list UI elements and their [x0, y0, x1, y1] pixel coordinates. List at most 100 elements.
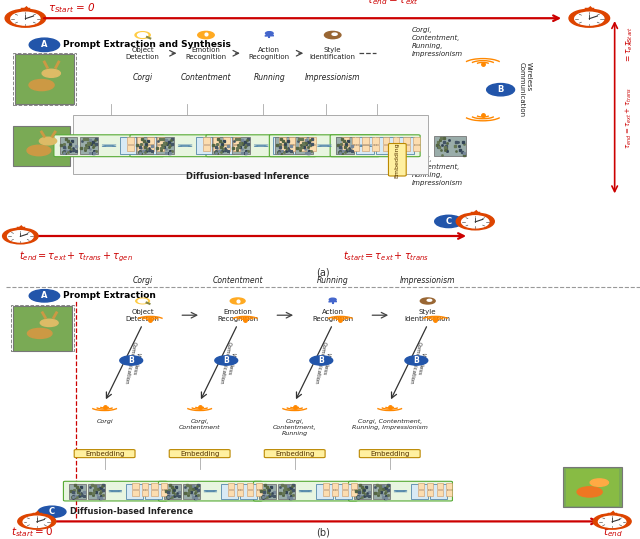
Text: $t_{end}$: $t_{end}$: [604, 526, 623, 539]
FancyBboxPatch shape: [63, 481, 167, 501]
FancyBboxPatch shape: [376, 137, 394, 154]
Text: Emotion
Recognition: Emotion Recognition: [186, 47, 227, 60]
FancyBboxPatch shape: [157, 137, 164, 143]
Circle shape: [456, 213, 494, 230]
FancyBboxPatch shape: [74, 450, 135, 458]
Circle shape: [427, 299, 432, 301]
Polygon shape: [394, 490, 407, 491]
FancyBboxPatch shape: [159, 481, 262, 501]
FancyBboxPatch shape: [15, 54, 74, 104]
FancyBboxPatch shape: [393, 137, 399, 143]
FancyBboxPatch shape: [233, 145, 240, 151]
FancyBboxPatch shape: [196, 137, 214, 154]
Text: $t_{end} = \tau_{ext} + \tau_{trans} + \tau_{gen}$: $t_{end} = \tau_{ext} + \tau_{trans} + \…: [19, 249, 133, 264]
Text: B: B: [223, 356, 229, 365]
FancyBboxPatch shape: [237, 490, 243, 496]
FancyBboxPatch shape: [156, 137, 173, 154]
FancyBboxPatch shape: [126, 483, 143, 499]
Text: Running: Running: [253, 73, 285, 81]
FancyBboxPatch shape: [13, 126, 70, 166]
FancyBboxPatch shape: [279, 137, 285, 143]
Circle shape: [230, 298, 245, 304]
FancyBboxPatch shape: [147, 137, 154, 143]
Polygon shape: [394, 491, 407, 492]
FancyBboxPatch shape: [212, 145, 220, 151]
Text: $\tau_{end} = \tau_{ext}$: $\tau_{end} = \tau_{ext}$: [366, 0, 419, 7]
FancyBboxPatch shape: [309, 145, 316, 151]
Circle shape: [598, 516, 626, 527]
Circle shape: [593, 514, 631, 529]
Circle shape: [266, 32, 273, 35]
FancyBboxPatch shape: [278, 483, 294, 499]
FancyBboxPatch shape: [212, 137, 220, 143]
FancyBboxPatch shape: [80, 137, 98, 154]
Circle shape: [215, 356, 237, 365]
FancyBboxPatch shape: [233, 137, 240, 143]
Circle shape: [5, 9, 45, 27]
Text: Corgi,
Contentment,
Running: Corgi, Contentment, Running: [273, 419, 317, 436]
Circle shape: [29, 80, 54, 91]
FancyBboxPatch shape: [383, 137, 390, 143]
Text: Corgi, Contentment,
Running, Impressionism: Corgi, Contentment, Running, Impressioni…: [352, 419, 428, 430]
FancyBboxPatch shape: [323, 490, 329, 496]
FancyBboxPatch shape: [351, 483, 357, 489]
Text: Embedding: Embedding: [370, 451, 410, 457]
FancyBboxPatch shape: [427, 490, 433, 496]
FancyBboxPatch shape: [137, 137, 143, 143]
Text: $= \tau_{ext}$: $= \tau_{ext}$: [624, 38, 635, 63]
Circle shape: [29, 289, 60, 302]
Text: A: A: [41, 291, 47, 300]
Circle shape: [8, 231, 33, 242]
FancyBboxPatch shape: [232, 137, 250, 154]
Polygon shape: [178, 146, 192, 147]
FancyBboxPatch shape: [142, 483, 148, 489]
Text: Action
Recognition: Action Recognition: [312, 309, 353, 322]
FancyBboxPatch shape: [132, 483, 139, 489]
Text: B: B: [413, 356, 419, 365]
Polygon shape: [299, 491, 312, 492]
FancyBboxPatch shape: [217, 137, 234, 154]
FancyBboxPatch shape: [388, 143, 406, 176]
Text: Wireless
Communication: Wireless Communication: [314, 341, 333, 385]
Text: Style
Identification: Style Identification: [310, 47, 356, 60]
FancyBboxPatch shape: [362, 137, 369, 143]
Text: C: C: [445, 217, 452, 226]
FancyBboxPatch shape: [342, 490, 348, 496]
FancyBboxPatch shape: [13, 306, 72, 351]
Circle shape: [38, 506, 66, 517]
FancyBboxPatch shape: [289, 145, 296, 151]
Text: Diffusion-based Inference: Diffusion-based Inference: [70, 507, 193, 516]
Text: Corgi: Corgi: [132, 73, 153, 81]
FancyBboxPatch shape: [352, 145, 359, 151]
Text: Wireless
Communication: Wireless Communication: [409, 341, 428, 385]
Circle shape: [3, 228, 38, 244]
Circle shape: [461, 216, 489, 228]
Text: Wireless
Communication: Wireless Communication: [518, 62, 531, 118]
Polygon shape: [358, 145, 372, 146]
Text: Object
Detection: Object Detection: [125, 47, 159, 60]
FancyBboxPatch shape: [145, 483, 162, 499]
Circle shape: [42, 69, 60, 77]
Text: $t_{start} = \tau_{ext} + \tau_{trans}$: $t_{start} = \tau_{ext} + \tau_{trans}$: [344, 250, 429, 264]
FancyBboxPatch shape: [164, 483, 180, 499]
FancyBboxPatch shape: [127, 145, 134, 151]
FancyBboxPatch shape: [136, 137, 154, 154]
Text: A: A: [41, 40, 47, 50]
Circle shape: [575, 12, 604, 25]
Polygon shape: [254, 146, 268, 147]
FancyBboxPatch shape: [342, 145, 349, 151]
Text: Impressionism: Impressionism: [305, 73, 360, 81]
FancyBboxPatch shape: [221, 483, 237, 499]
FancyBboxPatch shape: [120, 137, 138, 154]
Polygon shape: [317, 146, 332, 147]
Circle shape: [577, 487, 602, 497]
FancyBboxPatch shape: [259, 483, 276, 499]
FancyBboxPatch shape: [264, 450, 325, 458]
FancyBboxPatch shape: [169, 450, 230, 458]
FancyBboxPatch shape: [427, 483, 433, 489]
FancyBboxPatch shape: [206, 135, 316, 157]
FancyBboxPatch shape: [412, 483, 428, 499]
FancyBboxPatch shape: [323, 483, 329, 489]
FancyBboxPatch shape: [418, 483, 424, 489]
FancyBboxPatch shape: [446, 490, 452, 496]
